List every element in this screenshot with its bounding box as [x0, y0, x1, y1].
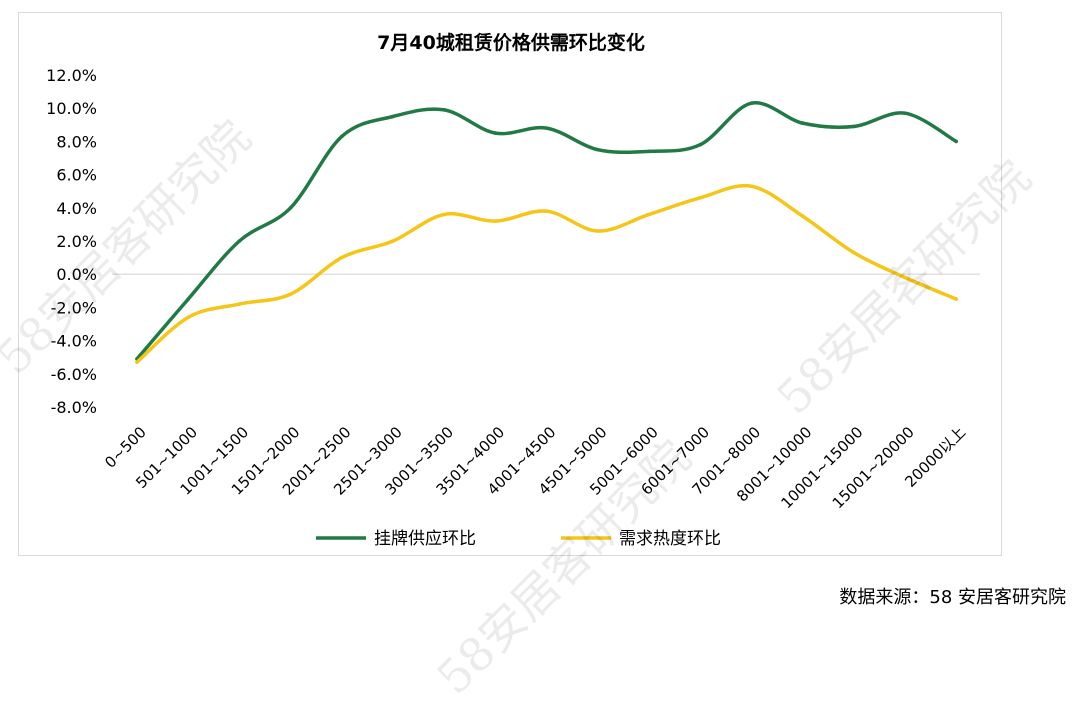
data-point: [340, 255, 344, 260]
data-point: [288, 292, 293, 296]
data-point: [493, 131, 498, 135]
plot-area: [135, 101, 958, 364]
chart-frame: [18, 12, 1002, 556]
data-point: [647, 212, 651, 217]
data-point: [852, 124, 856, 129]
x-tick-label: 0~500: [101, 423, 150, 472]
y-tick-label: -4.0%: [51, 332, 97, 351]
data-point: [954, 297, 958, 301]
y-tick-label: 10.0%: [46, 99, 97, 118]
data-point: [442, 108, 447, 112]
data-point: [237, 302, 242, 306]
y-tick-label: -2.0%: [51, 298, 97, 317]
data-point: [749, 184, 754, 189]
data-point: [340, 134, 344, 139]
data-point: [852, 250, 856, 255]
data-point: [903, 275, 907, 280]
chart-title: 7月40城租赁价格供需环比变化: [377, 31, 645, 54]
y-tick-label: -6.0%: [51, 365, 97, 384]
legend-label: 需求热度环比: [619, 529, 721, 549]
data-point: [442, 212, 447, 217]
data-point: [544, 209, 549, 213]
data-point: [596, 229, 600, 233]
data-point: [698, 142, 702, 147]
data-point: [186, 297, 190, 301]
y-tick-label: 0.0%: [56, 265, 97, 284]
data-source: 数据来源：58 安居客研究院: [839, 587, 1066, 608]
legend-label: 挂牌供应环比: [374, 529, 476, 549]
data-point: [698, 196, 702, 200]
y-tick-label: 4.0%: [56, 199, 97, 218]
data-point: [903, 111, 907, 115]
data-point: [800, 214, 805, 218]
y-tick-label: -8.0%: [51, 398, 97, 417]
data-point: [596, 147, 600, 152]
legend: 挂牌供应环比 需求热度环比: [316, 529, 721, 549]
data-point: [749, 101, 754, 106]
data-point: [288, 206, 293, 210]
data-point: [391, 114, 395, 119]
line-chart: 7月40城租赁价格供需环比变化 12.0% 10.0% 8.0% 6.0% 4.0% 2.…: [46, 31, 980, 549]
x-axis: 0~500501~10001001~15001501~20002001~2500…: [101, 423, 969, 512]
data-point: [647, 149, 651, 154]
data-point: [186, 315, 190, 320]
data-point: [954, 139, 958, 144]
y-tick-label: 6.0%: [56, 166, 97, 185]
y-axis: 12.0% 10.0% 8.0% 6.0% 4.0% 2.0% 0.0% -2.0% -4.0%…: [46, 66, 980, 417]
data-point: [237, 239, 242, 243]
y-tick-label: 2.0%: [56, 232, 97, 251]
data-point: [800, 121, 805, 125]
data-point: [391, 239, 395, 243]
y-tick-label: 12.0%: [46, 66, 97, 85]
data-point: [544, 126, 549, 130]
data-point: [493, 219, 498, 223]
series-line: [135, 101, 958, 361]
data-point: [135, 360, 139, 364]
y-tick-label: 8.0%: [56, 132, 97, 151]
